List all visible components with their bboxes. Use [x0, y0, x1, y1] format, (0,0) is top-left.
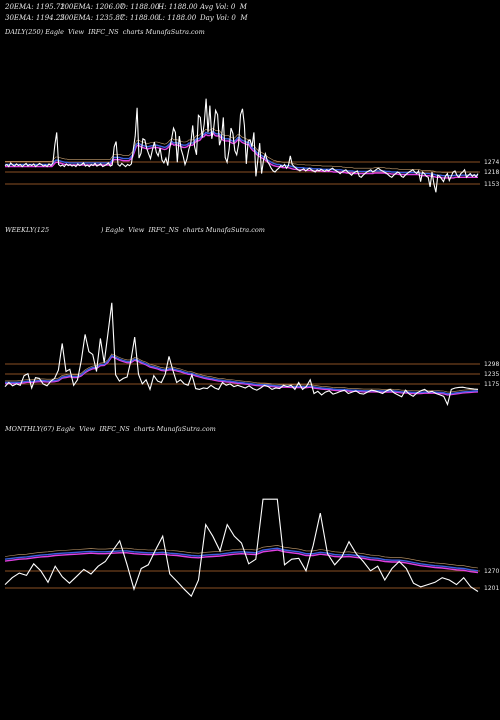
weekly-price-line [4, 302, 479, 407]
monthly-price-label: 1270 [484, 568, 499, 575]
close-readout: C: 1188.00 [120, 14, 159, 22]
daily-price-label: 1153 [484, 181, 499, 188]
weekly-ema-blue-line [5, 354, 479, 395]
ema200-readout: 200EMA: 1235.87 [60, 14, 125, 22]
daily-price-label: 1218 [484, 169, 499, 176]
monthly-price-line [4, 498, 479, 598]
high-readout: H: 1188.00 [158, 3, 198, 11]
daily-price-label: 1274 [484, 159, 499, 166]
weekly-panel-title: WEEKLY(125 ) Eagle View IRFC_NS charts M… [5, 226, 265, 234]
monthly-price-label: 1201 [484, 585, 499, 592]
ema20-readout: 20EMA: 1195.72 [5, 3, 65, 11]
daily-ema-magenta-line [5, 132, 478, 179]
monthly-ema-blue-line [4, 547, 479, 572]
weekly-ema-tan-line [5, 353, 479, 393]
monthly-panel-title: MONTHLY(67) Eagle View IRFC_NS charts Mu… [5, 425, 216, 433]
open-readout: O: 1188.00 [120, 3, 160, 11]
monthly-ema-tan-line [4, 545, 479, 569]
avg-vol-readout: Avg Vol: 0 M [200, 3, 247, 11]
daily-ema-tan-line [5, 127, 478, 173]
ema100-readout: 100EMA: 1206.07 [60, 3, 125, 11]
day-vol-readout: Day Vol: 0 M [200, 14, 248, 22]
daily-panel-title: DAILY(250) Eagle View IRFC_NS charts Mun… [5, 28, 205, 36]
ema30-readout: 30EMA: 1194.25 [5, 14, 65, 22]
daily-price-line [4, 98, 479, 193]
weekly-price-label: 1298 [484, 361, 499, 368]
weekly-ema-magenta-line [5, 355, 479, 396]
weekly-price-label: 1235 [484, 371, 499, 378]
weekly-price-label: 1175 [484, 381, 499, 388]
low-readout: L: 1188.00 [158, 14, 197, 22]
